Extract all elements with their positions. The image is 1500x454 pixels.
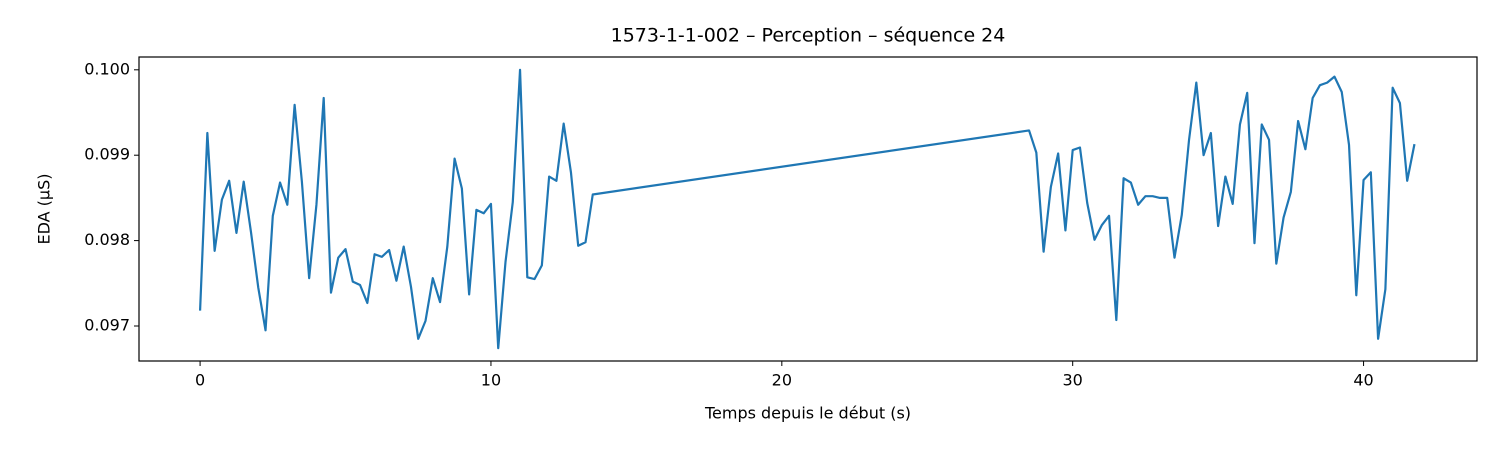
x-tick-label: 10 [481,371,501,390]
x-tick-label: 0 [195,371,205,390]
y-tick-label: 0.100 [84,59,130,78]
x-tick-label: 40 [1353,371,1373,390]
plot-frame [138,56,1478,362]
y-tick-label: 0.097 [84,315,130,334]
chart-title: 1573-1-1-002 – Perception – séquence 24 [611,25,1006,47]
x-axis-label: Temps depuis le début (s) [704,404,911,423]
x-tick-label: 20 [772,371,792,390]
data-line [198,68,1416,350]
y-axis-label: EDA (µS) [35,174,54,245]
x-tick-label: 30 [1063,371,1083,390]
y-tick-label: 0.099 [84,145,130,164]
y-tick-label: 0.098 [84,230,130,249]
